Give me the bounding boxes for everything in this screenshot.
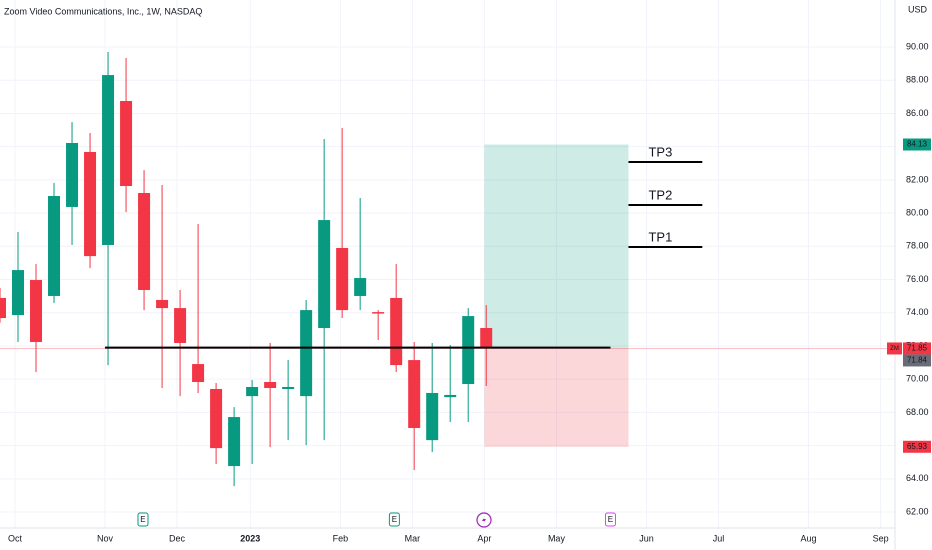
candle-body (318, 220, 331, 329)
candle-body (372, 312, 385, 314)
candle-body (426, 392, 439, 441)
y-tick-label: 80.00 (906, 207, 929, 217)
y-tick-label: 64.00 (906, 473, 929, 483)
candle-body (390, 297, 403, 366)
candle-body (282, 386, 295, 389)
loss-zone (484, 348, 629, 447)
profit-zone (484, 144, 629, 349)
y-tick-label: 86.00 (906, 108, 929, 118)
x-tick-label: Oct (8, 533, 23, 543)
candle-body (462, 316, 475, 384)
y-tick-label: 82.00 (906, 174, 929, 184)
candle-body (138, 192, 151, 290)
x-tick-label: Mar (405, 533, 421, 543)
dividend-icon (476, 512, 492, 528)
y-tick-label: 76.00 (906, 274, 929, 284)
candle-body (246, 386, 259, 397)
candle-body (12, 270, 25, 316)
candle-body (66, 143, 79, 207)
candle-body (120, 100, 133, 187)
candle-body (84, 151, 97, 257)
y-tick-label: 90.00 (906, 41, 929, 51)
candle-body (48, 195, 61, 296)
candle-body (192, 364, 205, 383)
x-tick-label: May (548, 533, 566, 543)
event-icon (388, 512, 400, 527)
price-tag-label: 84.13 (907, 140, 928, 149)
candle-body (444, 394, 457, 398)
target-label: TP3 (648, 144, 672, 159)
symbol-tag (887, 342, 902, 355)
x-tick-label: Dec (169, 533, 186, 543)
grid (0, 0, 895, 528)
event-icon (604, 512, 616, 527)
event-icon (137, 512, 149, 527)
price-tag (903, 342, 931, 355)
candle-body (480, 328, 493, 348)
price-tag (903, 138, 931, 151)
event-label: E (392, 515, 397, 524)
target-label: TP1 (648, 229, 672, 244)
x-tick-label: 2023 (240, 533, 260, 543)
y-tick-label: 62.00 (906, 506, 929, 516)
event-label: E (140, 515, 145, 524)
x-tick-label: Jul (713, 533, 725, 543)
x-tick-label: Aug (801, 533, 817, 543)
candle-body (264, 382, 277, 388)
price-tag (903, 354, 931, 367)
target-label: TP2 (648, 187, 672, 202)
candle-body (228, 417, 241, 467)
candle-body (156, 299, 169, 309)
x-tick-label: Nov (97, 533, 114, 543)
event-label: E (608, 515, 613, 524)
candle-body (102, 75, 115, 245)
price-tag-label: 71.84 (907, 356, 928, 365)
x-tick-label: Sep (873, 533, 889, 543)
symbol-tag-label: ZM (890, 346, 899, 352)
candle-body (30, 280, 43, 342)
candle-body (408, 360, 421, 429)
y-tick-label: 88.00 (906, 75, 929, 85)
x-tick-label: Jun (639, 533, 654, 543)
candle-body (174, 308, 187, 343)
x-tick-label: Feb (333, 533, 349, 543)
currency: USD (908, 4, 928, 14)
candle-body (336, 247, 349, 311)
x-tick-label: Apr (477, 533, 491, 543)
price-tag-label: 65.93 (907, 442, 928, 451)
candle-body (0, 297, 6, 319)
y-tick-label: 68.00 (906, 407, 929, 417)
price-tag-label: 71.85 (907, 344, 928, 353)
candle-body (300, 310, 313, 397)
candle-body (210, 388, 223, 449)
y-tick-label: 78.00 (906, 241, 929, 251)
candle-body (354, 278, 367, 296)
chart-title: Zoom Video Communications, Inc., 1W, NAS… (4, 6, 202, 16)
y-tick-label: 74.00 (906, 307, 929, 317)
price-tag (903, 440, 931, 453)
y-tick-label: 70.00 (906, 374, 929, 384)
